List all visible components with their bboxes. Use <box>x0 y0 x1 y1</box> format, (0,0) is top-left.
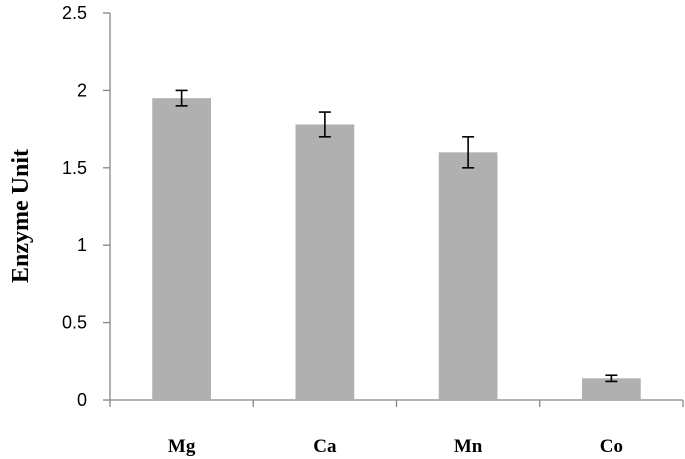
y-tick-label: 1.5 <box>62 158 87 178</box>
error-bars <box>175 89 618 383</box>
y-tick-label: 2 <box>77 80 87 100</box>
y-tick-label: 0.5 <box>62 313 87 333</box>
y-tick-label: 1 <box>77 235 87 255</box>
bar <box>438 152 498 400</box>
bar <box>152 98 211 400</box>
x-category-label: Ca <box>313 436 337 457</box>
x-category-labels: Mg Ca Mn Co <box>168 436 623 457</box>
bars <box>152 98 641 401</box>
x-category-label: Mn <box>454 436 483 457</box>
y-tick-labels: 0 0.5 1 1.5 2 2.5 <box>62 3 87 410</box>
x-category-label: Co <box>600 436 623 457</box>
y-axis-title: Enzyme Unit <box>8 149 34 283</box>
bar <box>582 378 641 400</box>
bar <box>295 124 355 401</box>
y-tick-label: 2.5 <box>62 3 87 23</box>
y-tick-label: 0 <box>77 390 87 410</box>
y-axis-title-group: Enzyme Unit <box>8 149 34 283</box>
x-category-label: Mg <box>168 436 196 457</box>
